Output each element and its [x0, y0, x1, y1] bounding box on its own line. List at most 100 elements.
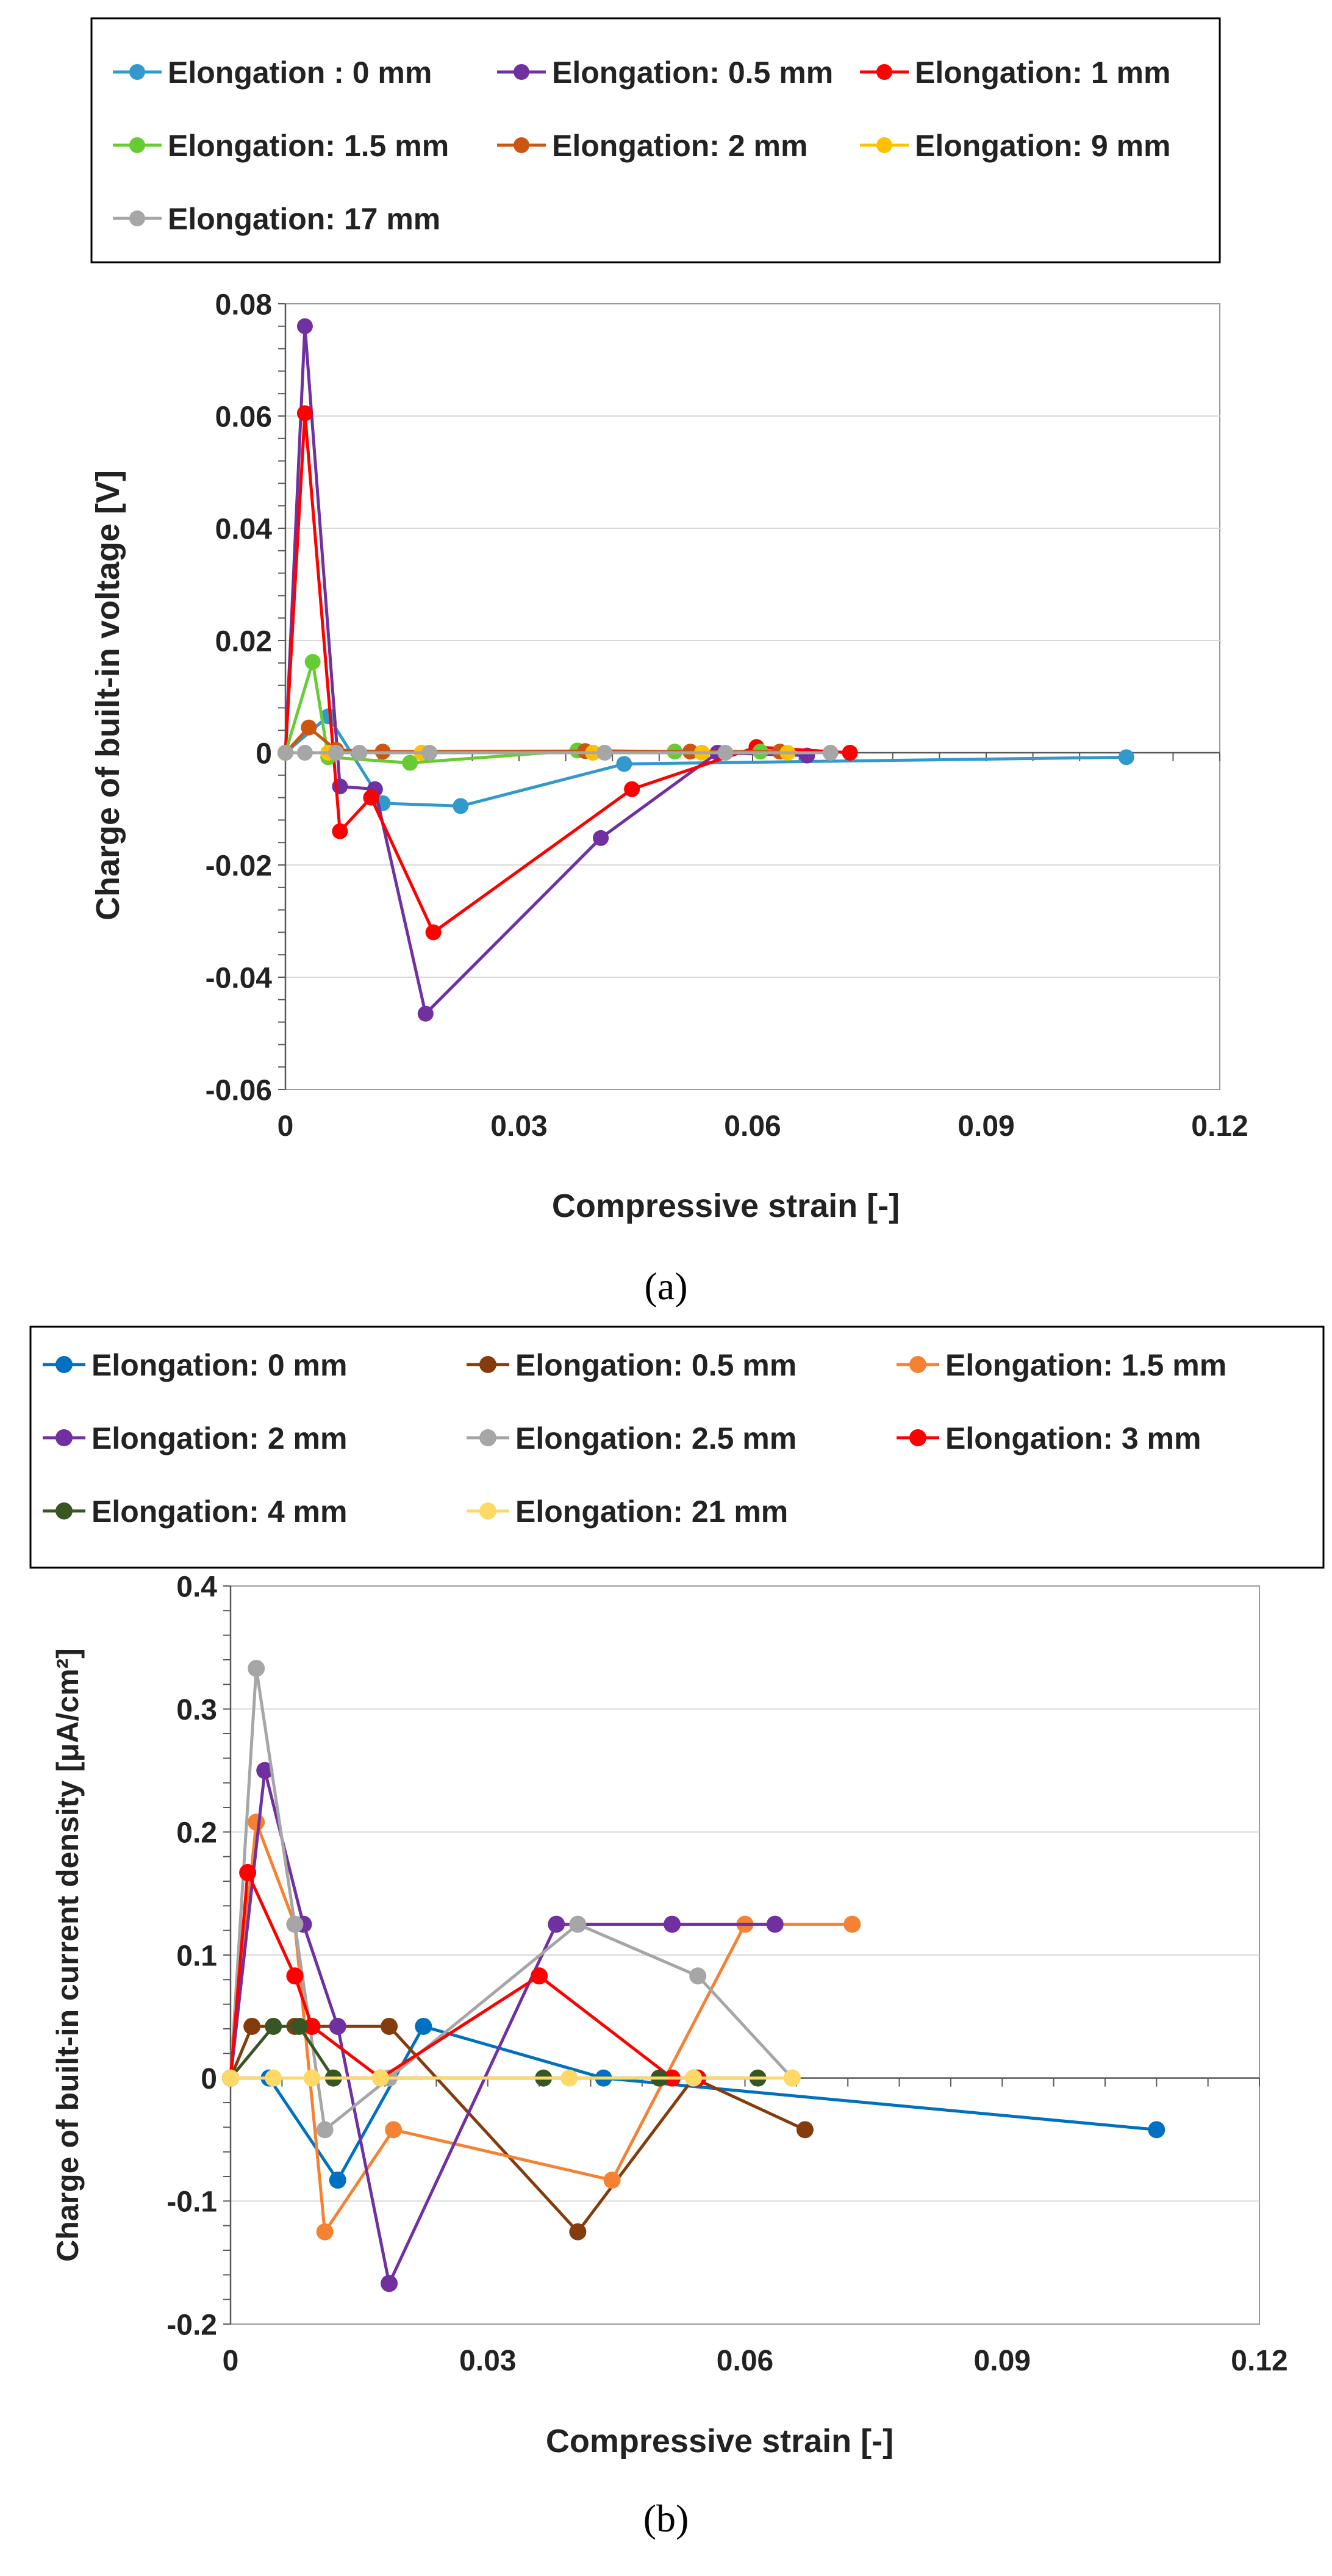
- legend-marker: [514, 64, 529, 80]
- chart-a-y-tick-label: -0.04: [206, 962, 273, 994]
- data-point: [351, 745, 368, 761]
- chart-b-x-tick-label: 0.12: [1231, 2345, 1287, 2377]
- legend-entry: Elongation: 1.5 mm: [113, 129, 449, 163]
- legend-marker: [876, 64, 892, 80]
- data-point: [425, 924, 442, 941]
- series-line: [229, 1871, 698, 2080]
- data-point: [796, 2121, 814, 2139]
- data-point: [603, 2172, 621, 2189]
- data-point: [616, 756, 632, 772]
- legend-marker: [129, 64, 145, 80]
- legend-label: Elongation: 2 mm: [91, 1421, 347, 1455]
- chart-b-caption: (b): [643, 2497, 689, 2540]
- legend-label: Elongation: 0 mm: [91, 1348, 347, 1382]
- chart-b: Elongation: 0 mm Elongation: 0.5 mm Elonga…: [29, 1326, 1325, 2540]
- legend-label: Elongation: 4 mm: [91, 1494, 347, 1529]
- legend-entry: Elongation: 9 mm: [860, 129, 1170, 163]
- chart-b-legend-box: [29, 1326, 1325, 1569]
- legend-entry: Elongation: 4 mm: [43, 1494, 347, 1529]
- legend-entry: Elongation: 21 mm: [467, 1494, 788, 1529]
- series-b-7: [222, 2069, 801, 2087]
- chart-b-y-tick-label: 0: [201, 2063, 217, 2095]
- series-line: [229, 1667, 793, 2131]
- data-point: [372, 2069, 390, 2087]
- data-point: [569, 2223, 587, 2241]
- data-point: [248, 1660, 265, 1677]
- data-point: [531, 1967, 548, 1985]
- series-line: [229, 1820, 853, 2234]
- legend-entry: Elongation: 2 mm: [43, 1421, 347, 1455]
- data-point: [286, 1967, 304, 1985]
- legend-label: Elongation: 0.5 mm: [552, 56, 833, 90]
- data-point: [1118, 749, 1134, 766]
- chart-a-legend: Elongation : 0 mm Elongation: 0.5 mm Elong…: [113, 56, 1170, 236]
- data-point: [766, 1915, 784, 1933]
- data-point: [415, 2017, 432, 2035]
- legend-entry: Elongation: 0.5 mm: [467, 1348, 797, 1382]
- chart-b-x-tick-label: 0.06: [717, 2345, 773, 2377]
- chart-a-y-tick-label: 0: [256, 737, 272, 770]
- chart-a-y-axis-title: Charge of built-in voltage [V]: [90, 470, 126, 920]
- legend-label: Elongation: 1 mm: [915, 56, 1170, 90]
- chart-b-gridlines: [231, 1708, 1259, 2202]
- data-point: [278, 745, 293, 761]
- legend-marker: [56, 1502, 73, 1519]
- legend-label: Elongation: 2.5 mm: [515, 1421, 797, 1455]
- chart-a-x-tick-label: 0.09: [958, 1110, 1014, 1143]
- legend-entry: Elongation: 1 mm: [860, 56, 1170, 90]
- chart-b-y-tick-label: -0.1: [167, 2186, 217, 2219]
- data-point: [265, 2017, 282, 2035]
- legend-label: Elongation: 3 mm: [945, 1421, 1201, 1455]
- chart-a-plot-area: [285, 303, 1220, 1090]
- chart-b-x-tick-label: 0.09: [974, 2345, 1031, 2377]
- legend-label: Elongation: 2 mm: [552, 129, 807, 163]
- data-point: [596, 745, 613, 761]
- data-point: [256, 1762, 274, 1779]
- legend-label: Elongation: 1.5 mm: [945, 1348, 1226, 1382]
- legend-entry: Elongation: 0.5 mm: [497, 56, 833, 90]
- chart-a-series: [278, 318, 1134, 1022]
- chart-a-gridlines: [285, 415, 1220, 978]
- data-point: [316, 2121, 334, 2139]
- data-point: [402, 755, 418, 771]
- data-point: [783, 2069, 801, 2087]
- series-b-4: [222, 1660, 801, 2139]
- chart-a: Elongation : 0 mm Elongation: 0.5 mm Elong…: [90, 17, 1248, 1308]
- data-point: [265, 2069, 282, 2087]
- legend-entry: Elongation: 3 mm: [897, 1421, 1201, 1455]
- chart-a-y-tick-label: 0.08: [215, 289, 272, 321]
- data-point: [717, 745, 734, 761]
- legend-marker: [876, 137, 892, 153]
- data-point: [363, 789, 379, 806]
- legend-marker: [514, 137, 529, 153]
- data-point: [1148, 2121, 1166, 2139]
- data-point: [290, 2017, 308, 2035]
- data-point: [664, 1915, 681, 1933]
- chart-b-y-tick-labels: -0.2 -0.1 0 0.1 0.2 0.3 0.4: [167, 1571, 217, 2341]
- data-point: [303, 2069, 321, 2087]
- chart-b-series: [222, 1660, 1166, 2292]
- data-point: [569, 1915, 587, 1933]
- data-point: [329, 2172, 346, 2189]
- data-point: [843, 1915, 861, 1933]
- data-point: [296, 405, 313, 422]
- legend-label: Elongation : 0 mm: [168, 56, 432, 90]
- data-point: [332, 823, 348, 839]
- legend-entry: Elongation: 0 mm: [43, 1348, 347, 1382]
- chart-b-y-tick-label: 0.2: [176, 1817, 217, 1849]
- chart-b-x-tick-label: 0.03: [459, 2345, 516, 2377]
- chart-a-x-tick-labels: 0 0.03 0.06 0.09 0.12: [278, 1110, 1248, 1143]
- data-point: [822, 745, 839, 761]
- chart-b-y-tick-label: 0.1: [176, 1940, 217, 1972]
- data-point: [303, 2017, 321, 2035]
- data-point: [239, 1864, 257, 1881]
- chart-a-y-tick-label: 0.06: [215, 401, 272, 433]
- legend-label: Elongation: 9 mm: [915, 129, 1170, 163]
- chart-a-x-tick-label: 0.06: [724, 1110, 781, 1143]
- data-point: [842, 745, 858, 761]
- chart-a-caption: (a): [644, 1265, 687, 1308]
- chart-a-y-tick-labels: -0.06 -0.04 -0.02 0 0.02 0.04 0.06 0.08: [206, 289, 273, 1107]
- data-point: [296, 318, 313, 334]
- legend-label: Elongation: 17 mm: [168, 202, 440, 236]
